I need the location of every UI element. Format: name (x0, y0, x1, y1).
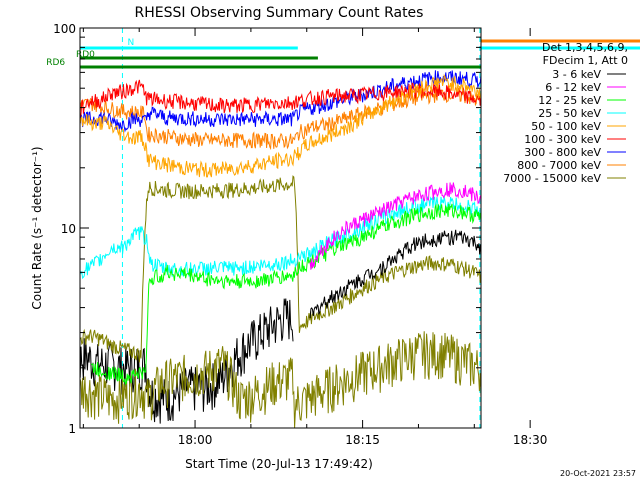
legend-item-label: 300 - 800 keV (524, 146, 601, 159)
series-line-50-100-kev (80, 73, 481, 178)
legend-item-label: 7000 - 15000 keV (503, 172, 601, 185)
legend-item-label: 100 - 300 keV (524, 133, 601, 146)
series-segment-3-6-kev (80, 298, 294, 424)
x-tick-label: 18:15 (345, 433, 380, 447)
series-line-100-300-kev (80, 79, 481, 118)
y-axis-label: Count Rate (s⁻¹ detector⁻¹) (30, 146, 44, 309)
annotation-rd0: RD0 (76, 50, 95, 60)
legend-item-label: 50 - 100 keV (531, 120, 601, 133)
chart-title: RHESSI Observing Summary Count Rates (135, 5, 424, 21)
x-tick-label: 18:00 (178, 433, 213, 447)
series-segment-7000-15000-kev (80, 331, 481, 428)
y-tick-label: 100 (53, 22, 76, 36)
legend-item-label: 6 - 12 keV (545, 81, 601, 94)
y-tick-label: 1 (68, 422, 76, 436)
series-line-3-6-kev (309, 229, 481, 319)
timestamp: 20-Oct-2021 23:57 (560, 469, 636, 478)
series-line-25-50-kev (80, 196, 481, 280)
annotation-n: N (127, 38, 134, 48)
legend-item-label: 3 - 6 keV (552, 68, 601, 81)
series-line-6-12-kev (309, 182, 481, 270)
x-tick-label: 18:30 (513, 433, 548, 447)
legend-item-label: 12 - 25 keV (538, 94, 601, 107)
series-line-12-25-kev (90, 203, 481, 386)
legend-item-label: 800 - 7000 keV (517, 159, 601, 172)
x-axis-label: Start Time (20-Jul-13 17:49:42) (185, 457, 373, 471)
series-line-800-7000-kev (80, 86, 481, 151)
annotation-rd6: RD6 (46, 58, 65, 68)
series-line-7000-15000-kev (80, 175, 481, 363)
y-tick-label: 10 (61, 222, 76, 236)
legend-header: FDecim 1, Att 0 (543, 54, 628, 67)
legend-header: Det 1,3,4,5,6,9, (542, 41, 628, 54)
legend: Det 1,3,4,5,6,9,FDecim 1, Att 03 - 6 keV… (503, 41, 628, 185)
legend-item-label: 25 - 50 keV (538, 107, 601, 120)
series-line-300-800-kev (80, 70, 481, 133)
